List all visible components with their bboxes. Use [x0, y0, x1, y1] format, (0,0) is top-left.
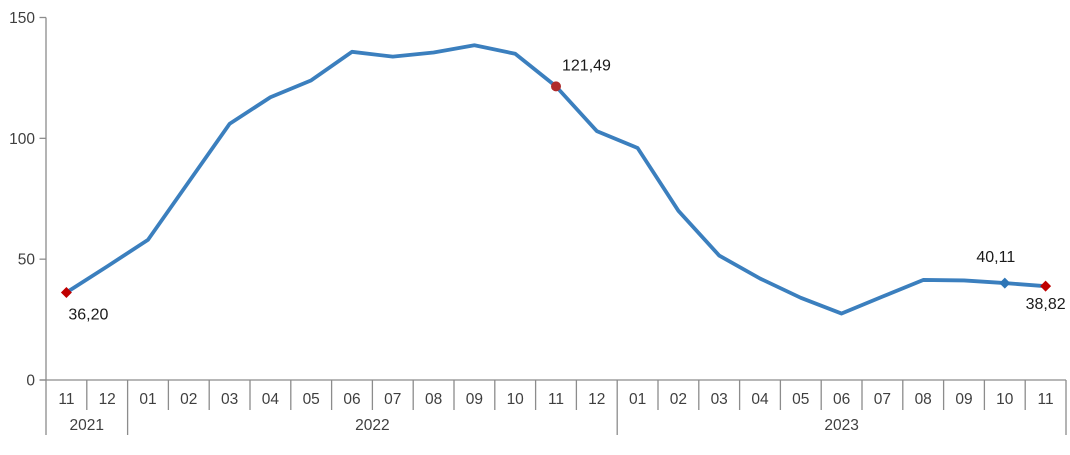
x-axis-month-label: 09: [955, 391, 972, 408]
data-point-value-label: 40,11: [976, 249, 1015, 266]
x-axis-month-label: 08: [425, 391, 442, 408]
x-axis-month-label: 05: [792, 391, 809, 408]
x-axis-month-label: 12: [588, 391, 605, 408]
x-axis: 11 12 01 02 03 04 05 06 07 08 09 10 11 12 01 02 03 04 05 06…: [39, 379, 1067, 435]
x-axis-month-label: 02: [670, 391, 687, 408]
x-axis-month-label: 02: [180, 391, 197, 408]
x-axis-month-label: 03: [221, 391, 238, 408]
x-axis-year-label: 2022: [355, 417, 389, 434]
x-axis-month-label: 07: [384, 391, 401, 408]
y-axis-tick-label: 150: [9, 10, 35, 27]
x-axis-month-label: 04: [262, 391, 280, 408]
y-axis-tick-label: 0: [26, 373, 35, 390]
data-point-marker-diamond: [60, 287, 72, 299]
x-axis-year-label: 2023: [824, 417, 858, 434]
x-axis-month-label: 08: [915, 391, 932, 408]
x-axis-month-label: 11: [58, 391, 74, 408]
x-axis-month-label: 10: [507, 391, 525, 408]
x-axis-month-label: 07: [874, 391, 891, 408]
x-axis-month-label: 09: [466, 391, 483, 408]
data-point-marker-diamond: [999, 277, 1011, 289]
x-axis-month-label: 06: [343, 391, 360, 408]
x-axis-month-label: 11: [1038, 391, 1054, 408]
y-axis: 0 50 100 150: [9, 10, 47, 390]
data-point-value-label: 36,20: [68, 307, 108, 324]
data-point-marker-diamond: [1040, 280, 1052, 292]
x-axis-month-label: 01: [139, 391, 156, 408]
x-axis-month-label: 04: [751, 391, 769, 408]
data-point-value-label: 121,49: [562, 57, 611, 74]
x-axis-month-label: 11: [548, 391, 564, 408]
x-axis-month-label: 06: [833, 391, 850, 408]
x-axis-year-label: 2021: [70, 417, 104, 434]
x-axis-month-label: 05: [303, 391, 320, 408]
x-axis-month-label: 01: [629, 391, 646, 408]
y-axis-tick-label: 50: [18, 252, 36, 269]
annotations: 36,20 121,49 40,11 38,82: [60, 57, 1066, 324]
data-point-marker-circle: [551, 81, 561, 92]
y-axis-tick-label: 100: [9, 131, 35, 148]
data-point-value-label: 38,82: [1026, 296, 1066, 313]
x-axis-month-label: 03: [711, 391, 728, 408]
x-axis-month-label: 12: [99, 391, 116, 408]
x-axis-month-label: 10: [996, 391, 1014, 408]
